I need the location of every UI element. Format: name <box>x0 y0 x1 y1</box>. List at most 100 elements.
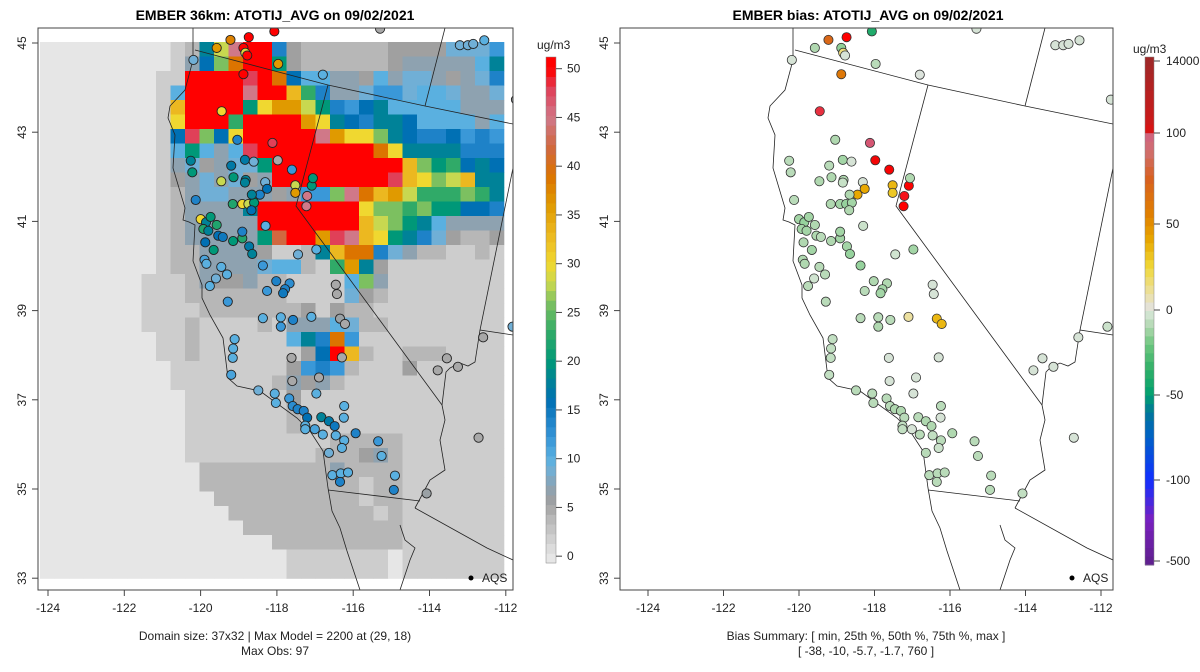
model-cell <box>83 433 99 449</box>
station-obs-point <box>222 296 233 307</box>
model-cell <box>330 85 345 101</box>
model-cell <box>199 71 215 86</box>
station-obs-point <box>336 442 347 454</box>
model-cell <box>214 520 229 536</box>
model-cell <box>243 390 258 405</box>
model-cell <box>359 143 374 159</box>
model-cell <box>431 201 447 217</box>
station-bias-point <box>1028 365 1039 376</box>
model-cell <box>69 535 84 550</box>
model-cell <box>127 56 142 72</box>
model-cell <box>214 346 229 362</box>
station-obs-point <box>452 361 463 372</box>
model-cell <box>431 129 447 144</box>
model-cell <box>460 187 476 202</box>
model-cell <box>460 274 476 289</box>
model-cell <box>489 317 505 333</box>
model-cell <box>460 477 476 492</box>
station-bias-point <box>841 32 852 43</box>
model-cell <box>402 375 418 391</box>
colorbar-segment <box>1145 446 1154 456</box>
station-bias-point <box>814 176 825 187</box>
model-cell <box>359 332 374 347</box>
model-cell <box>214 158 229 173</box>
aqs-dot <box>1069 575 1075 581</box>
model-cell <box>417 100 432 115</box>
model-cell <box>402 506 418 521</box>
model-cell <box>69 477 84 492</box>
model-cell <box>301 259 316 275</box>
station-bias-point <box>858 220 869 231</box>
model-cell <box>156 56 171 72</box>
model-cell <box>98 274 113 289</box>
model-cell <box>40 129 55 144</box>
station-obs-point <box>273 58 284 70</box>
model-cell <box>489 143 505 159</box>
model-cell <box>373 419 389 434</box>
colorado-river-line <box>414 329 481 509</box>
model-cell <box>344 216 360 231</box>
model-cell <box>170 172 186 188</box>
model-cell <box>228 506 244 521</box>
model-cell <box>127 216 142 231</box>
model-cell <box>69 230 84 246</box>
model-cell <box>228 317 244 333</box>
model-cell <box>272 419 287 434</box>
y-tick-label: 45 <box>597 36 611 50</box>
station-bias-point <box>837 154 848 165</box>
axes: -124 -122 -120 -118 -116 -114 -112 45 43 41 39 37 35… <box>597 36 1113 615</box>
model-cell <box>141 85 157 101</box>
model-cell <box>228 549 244 565</box>
y-tick-label: 45 <box>15 36 29 50</box>
station-obs-point <box>339 318 351 330</box>
model-cell <box>83 448 99 463</box>
model-cell <box>388 100 403 115</box>
station-bias-point <box>903 311 914 322</box>
model-cell <box>40 245 55 260</box>
station-bias-point <box>836 69 847 80</box>
model-cell <box>475 129 490 144</box>
model-cell <box>83 129 99 144</box>
model-cell <box>359 317 374 333</box>
model-cell <box>40 448 55 463</box>
station-bias-point <box>1017 488 1028 499</box>
station-obs-point <box>331 289 342 300</box>
model-cell <box>301 288 316 304</box>
station-bias-point <box>824 160 835 171</box>
model-cell <box>475 303 490 318</box>
model-cell <box>272 448 287 463</box>
model-cell <box>489 520 505 536</box>
model-cell <box>373 317 389 333</box>
model-cell <box>301 56 316 72</box>
model-cell <box>83 390 99 405</box>
model-cell <box>460 390 476 405</box>
model-cell <box>446 419 461 434</box>
model-cell <box>243 404 258 420</box>
station-obs-point <box>306 311 317 322</box>
model-cell <box>98 346 113 362</box>
model-cell <box>272 216 287 231</box>
model-cell <box>431 56 447 72</box>
model-cell <box>170 56 186 72</box>
model-cell <box>112 172 128 188</box>
model-cell <box>170 390 186 405</box>
model-cell <box>460 448 476 463</box>
model-cell <box>272 245 287 260</box>
model-cell <box>156 448 171 463</box>
model-cell <box>141 549 157 565</box>
model-cell <box>330 230 345 246</box>
model-cell <box>475 404 490 420</box>
model-cell <box>417 143 432 159</box>
model-cell <box>185 100 200 115</box>
model-map-title: EMBER 36km: ATOTIJ_AVG on 09/02/2021 <box>136 7 415 23</box>
model-cell <box>98 361 113 376</box>
model-cell <box>156 143 171 159</box>
model-cell <box>446 477 461 492</box>
model-cell <box>446 448 461 463</box>
model-cell <box>54 448 70 463</box>
station-obs-point <box>313 372 325 383</box>
model-cell <box>257 56 273 72</box>
model-cell <box>489 56 505 72</box>
model-cell <box>489 491 505 507</box>
model-cell <box>40 216 55 231</box>
